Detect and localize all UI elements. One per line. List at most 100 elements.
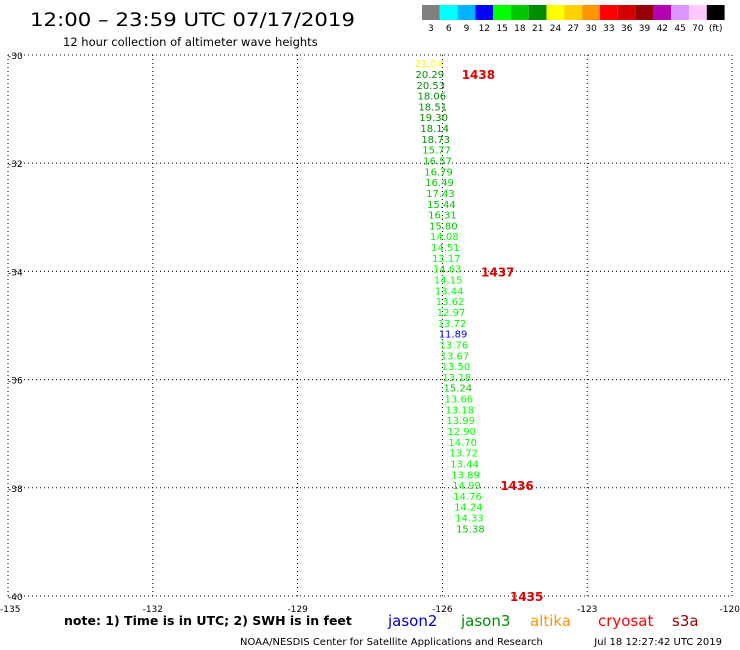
legend-label: 39 xyxy=(639,24,651,34)
chart-subtitle: 12 hour collection of altimeter wave hei… xyxy=(63,35,318,49)
y-tick-label: -40 xyxy=(8,593,23,603)
wave-height-point: 16.49 xyxy=(425,178,454,189)
wave-height-point: 12.97 xyxy=(437,308,466,319)
y-tick-label: -36 xyxy=(8,377,23,387)
x-axis-tick-labels: -135 -132 -129 -126 -123 -120 xyxy=(0,605,740,615)
wave-height-point: 16.57 xyxy=(423,156,452,167)
wave-height-point: 13.18 xyxy=(445,405,474,416)
footer-note: note: 1) Time is in UTC; 2) SWH is in fe… xyxy=(64,613,352,628)
legend-swatch-45 xyxy=(671,5,689,20)
legend-swatch-12 xyxy=(475,5,494,20)
y-tick-label: -30 xyxy=(8,52,23,62)
wave-height-point: 19.30 xyxy=(419,113,448,124)
y-tick-label: -34 xyxy=(8,268,23,278)
wave-height-point: 14.08 xyxy=(430,232,459,243)
wave-height-point: 18.51 xyxy=(418,102,447,113)
wave-height-point: 13.89 xyxy=(451,470,480,481)
legend-swatch-15 xyxy=(493,5,511,20)
satellite-jason2: jason2 xyxy=(387,612,437,630)
wave-height-point: 14.33 xyxy=(455,514,484,525)
satellite-legend: jason2 jason3 altika cryosat s3a xyxy=(387,612,699,630)
legend-label: 33 xyxy=(603,24,614,34)
wave-height-point: 14.15 xyxy=(434,276,463,287)
wave-height-point: 14.70 xyxy=(448,438,477,449)
wave-height-point: 11.89 xyxy=(439,330,468,341)
y-tick-label: -32 xyxy=(8,160,23,170)
legend-label: 9 xyxy=(464,24,470,34)
wave-height-point: 21.04 xyxy=(415,59,444,70)
satellite-cryosat: cryosat xyxy=(598,612,653,630)
wave-height-point: 18.14 xyxy=(420,124,449,135)
time-labels: 1438 1437 1436 1435 xyxy=(462,68,544,604)
legend-label: 42 xyxy=(657,24,668,34)
x-tick-label: -123 xyxy=(577,605,597,615)
wave-height-point: 13.76 xyxy=(440,340,469,351)
legend-label: 70 xyxy=(692,24,704,34)
legend-swatch-33 xyxy=(600,5,618,20)
satellite-jason3: jason3 xyxy=(460,612,510,630)
wave-height-point: 13.66 xyxy=(444,395,473,406)
legend-swatch-70 xyxy=(689,5,707,20)
legend-label: 3 xyxy=(428,24,434,34)
legend-label: 45 xyxy=(674,24,685,34)
legend-unit: (ft) xyxy=(709,24,723,34)
wave-height-point: 15.77 xyxy=(422,146,451,157)
legend-swatch-24 xyxy=(546,5,565,20)
legend-swatch-27 xyxy=(564,5,583,20)
legend-label: 24 xyxy=(550,24,562,34)
y-axis-tick-labels: -30 -32 -34 -36 -38 -40 xyxy=(8,52,23,603)
wave-height-point: 18.06 xyxy=(417,92,446,103)
footer-timestamp: Jul 18 12:27:42 UTC 2019 xyxy=(593,637,722,648)
wave-height-point: 16.79 xyxy=(424,167,453,178)
wave-height-point: 13.17 xyxy=(432,254,461,265)
x-tick-label: -120 xyxy=(720,605,740,615)
wave-height-point: 13.50 xyxy=(442,362,471,373)
legend-label: 12 xyxy=(479,24,490,34)
wave-height-point: 14.63 xyxy=(433,265,462,276)
footer-credit: NOAA/NESDIS Center for Satellite Applica… xyxy=(240,637,543,648)
chart-title: 12:00 – 23:59 UTC 07/17/2019 xyxy=(30,9,355,31)
wave-height-point: 20.29 xyxy=(416,70,445,81)
legend-swatch-21 xyxy=(528,5,547,20)
wave-height-point: 15.80 xyxy=(429,221,458,232)
legend-swatch-max xyxy=(706,5,725,20)
legend-swatch-6 xyxy=(439,5,458,20)
wave-height-point: 13.99 xyxy=(446,416,475,427)
wave-height-point: 13.67 xyxy=(441,351,470,362)
wave-height-point: 17.43 xyxy=(426,189,455,200)
wave-height-point: 20.53 xyxy=(416,81,445,92)
wave-height-point: 13.72 xyxy=(449,449,478,460)
time-label: 1437 xyxy=(481,265,514,279)
legend-swatch-30 xyxy=(582,5,600,20)
time-label: 1438 xyxy=(462,68,495,82)
legend-color-scale xyxy=(422,5,725,20)
legend-labels: 3 6 9 12 15 18 21 24 27 30 33 36 39 42 45 70 (ft) xyxy=(428,24,722,34)
legend-label: 15 xyxy=(496,24,507,34)
wave-height-point: 14.24 xyxy=(454,503,483,514)
legend-label: 21 xyxy=(532,24,543,34)
wave-height-point: 14.99 xyxy=(452,481,481,492)
wave-height-points: 21.0420.2920.5318.0618.5119.3018.1418.73… xyxy=(415,59,485,535)
legend-swatch-3 xyxy=(422,5,440,20)
legend-swatch-39 xyxy=(635,5,654,20)
wave-height-point: 15.24 xyxy=(444,384,473,395)
x-tick-label: -129 xyxy=(287,605,308,615)
legend-label: 30 xyxy=(585,24,597,34)
wave-height-point: 15.38 xyxy=(456,524,485,535)
wave-height-point: 18.73 xyxy=(421,135,450,146)
time-label: 1436 xyxy=(500,479,533,493)
wave-height-point: 14.76 xyxy=(453,492,482,503)
legend-swatch-9 xyxy=(457,5,476,20)
satellite-s3a: s3a xyxy=(672,612,699,630)
wave-height-point: 15.44 xyxy=(427,200,456,211)
legend-label: 6 xyxy=(446,24,452,34)
legend-swatch-36 xyxy=(617,5,636,20)
y-tick-label: -38 xyxy=(8,485,23,495)
wave-height-point: 16.31 xyxy=(428,211,457,222)
wave-height-point: 13.44 xyxy=(435,286,464,297)
legend-label: 18 xyxy=(514,24,526,34)
legend-swatch-42 xyxy=(653,5,672,20)
map-gridlines xyxy=(7,54,733,597)
time-label: 1435 xyxy=(510,590,543,604)
wave-height-point: 14.51 xyxy=(431,243,460,254)
